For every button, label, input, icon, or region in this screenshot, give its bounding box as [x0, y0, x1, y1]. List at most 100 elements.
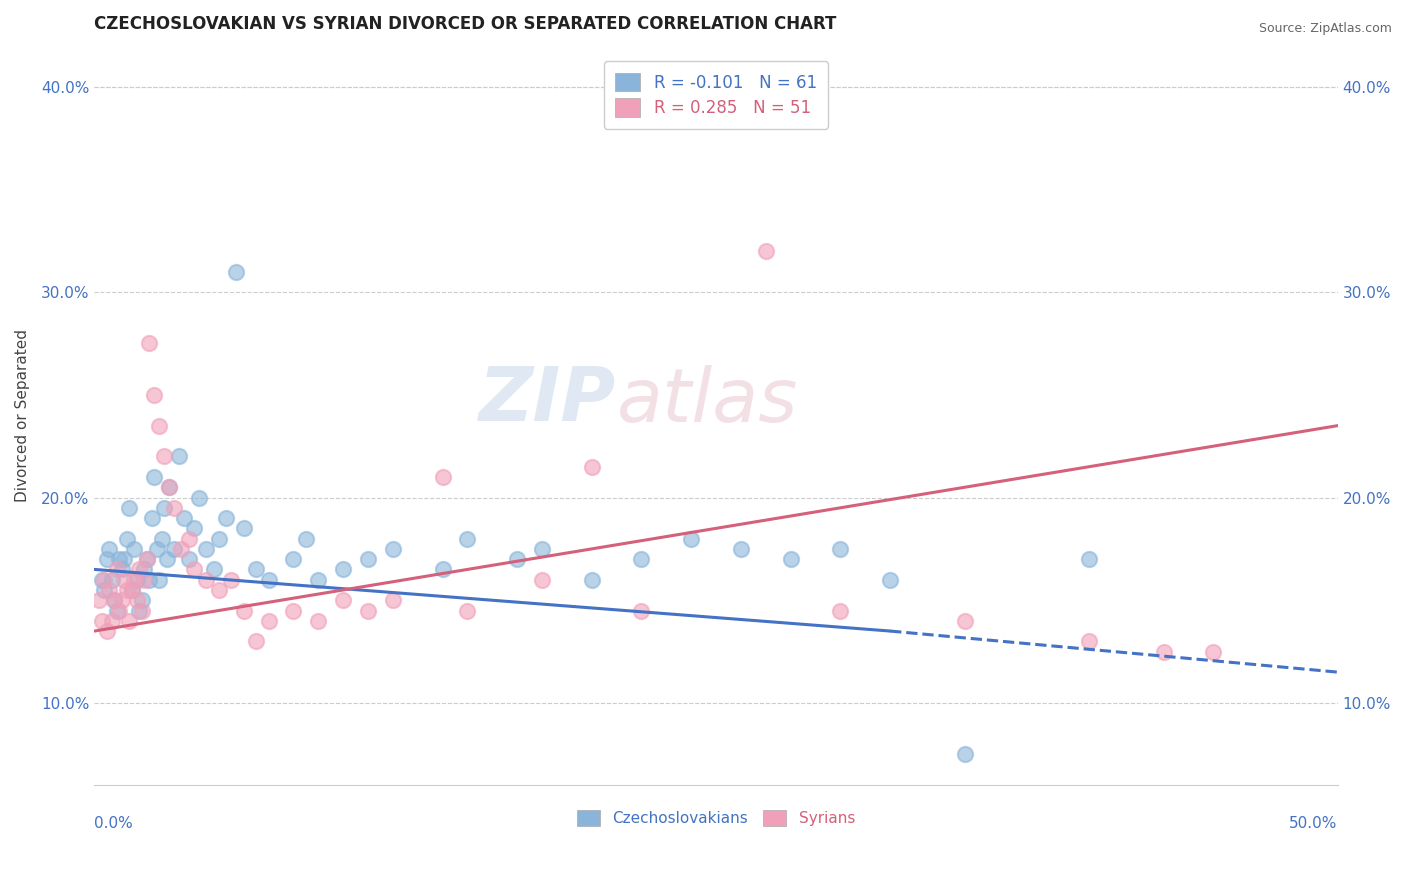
Point: [90, 573, 112, 587]
Point: [105, 603, 128, 617]
Point: [245, 562, 267, 576]
Point: [111, 562, 134, 576]
Point: [173, 511, 195, 525]
Point: [357, 603, 380, 617]
Point: [103, 593, 125, 607]
Point: [125, 573, 148, 587]
Point: [155, 552, 177, 566]
Point: [141, 511, 163, 525]
Point: [138, 336, 160, 351]
Point: [779, 552, 801, 566]
Point: [143, 388, 166, 402]
Point: [135, 552, 157, 566]
Point: [232, 603, 254, 617]
Point: [295, 532, 318, 546]
Point: [432, 562, 454, 576]
Point: [128, 562, 150, 576]
Point: [143, 470, 166, 484]
Point: [245, 634, 267, 648]
Point: [177, 532, 200, 546]
Point: [1078, 634, 1101, 648]
Point: [830, 541, 852, 556]
Point: [115, 582, 138, 597]
Point: [219, 573, 242, 587]
Point: [167, 450, 190, 464]
Text: CZECHOSLOVAKIAN VS SYRIAN DIVORCED OR SEPARATED CORRELATION CHART: CZECHOSLOVAKIAN VS SYRIAN DIVORCED OR SE…: [94, 15, 837, 33]
Point: [307, 573, 329, 587]
Point: [101, 573, 124, 587]
Text: 0.0%: 0.0%: [94, 816, 134, 831]
Point: [134, 562, 156, 576]
Point: [208, 532, 231, 546]
Point: [177, 552, 200, 566]
Point: [332, 593, 354, 607]
Point: [953, 614, 976, 628]
Point: [153, 500, 176, 515]
Point: [1078, 552, 1101, 566]
Point: [163, 500, 186, 515]
Point: [115, 532, 138, 546]
Point: [131, 593, 153, 607]
Point: [148, 418, 170, 433]
Point: [118, 614, 141, 628]
Text: atlas: atlas: [617, 365, 799, 436]
Point: [163, 541, 186, 556]
Point: [681, 532, 703, 546]
Point: [128, 603, 150, 617]
Point: [98, 582, 121, 597]
Point: [381, 541, 404, 556]
Point: [208, 582, 231, 597]
Point: [89, 593, 111, 607]
Point: [202, 562, 225, 576]
Point: [98, 541, 121, 556]
Point: [148, 573, 170, 587]
Point: [121, 582, 143, 597]
Point: [157, 480, 180, 494]
Point: [122, 541, 145, 556]
Point: [581, 573, 603, 587]
Point: [381, 593, 404, 607]
Point: [232, 521, 254, 535]
Point: [195, 541, 218, 556]
Text: ZIP: ZIP: [479, 364, 617, 437]
Point: [183, 562, 205, 576]
Point: [187, 491, 209, 505]
Point: [1202, 644, 1225, 658]
Point: [530, 541, 553, 556]
Point: [879, 573, 901, 587]
Point: [135, 552, 157, 566]
Point: [122, 573, 145, 587]
Point: [581, 459, 603, 474]
Point: [755, 244, 778, 258]
Point: [157, 480, 180, 494]
Point: [145, 541, 167, 556]
Point: [257, 614, 280, 628]
Point: [121, 582, 143, 597]
Point: [506, 552, 529, 566]
Point: [215, 511, 238, 525]
Point: [630, 552, 652, 566]
Point: [530, 573, 553, 587]
Point: [730, 541, 752, 556]
Point: [170, 541, 193, 556]
Point: [225, 264, 247, 278]
Point: [111, 593, 134, 607]
Point: [357, 552, 380, 566]
Point: [101, 614, 124, 628]
Point: [953, 747, 976, 762]
Legend: Czechoslovakians, Syrians: Czechoslovakians, Syrians: [567, 799, 866, 837]
Text: Source: ZipAtlas.com: Source: ZipAtlas.com: [1258, 22, 1392, 36]
Point: [93, 582, 115, 597]
Point: [432, 470, 454, 484]
Point: [456, 603, 478, 617]
Point: [153, 450, 176, 464]
Point: [90, 614, 112, 628]
Point: [125, 593, 148, 607]
Text: 50.0%: 50.0%: [1289, 816, 1337, 831]
Point: [118, 500, 141, 515]
Point: [96, 552, 118, 566]
Point: [630, 603, 652, 617]
Point: [332, 562, 354, 576]
Point: [830, 603, 852, 617]
Point: [150, 532, 173, 546]
